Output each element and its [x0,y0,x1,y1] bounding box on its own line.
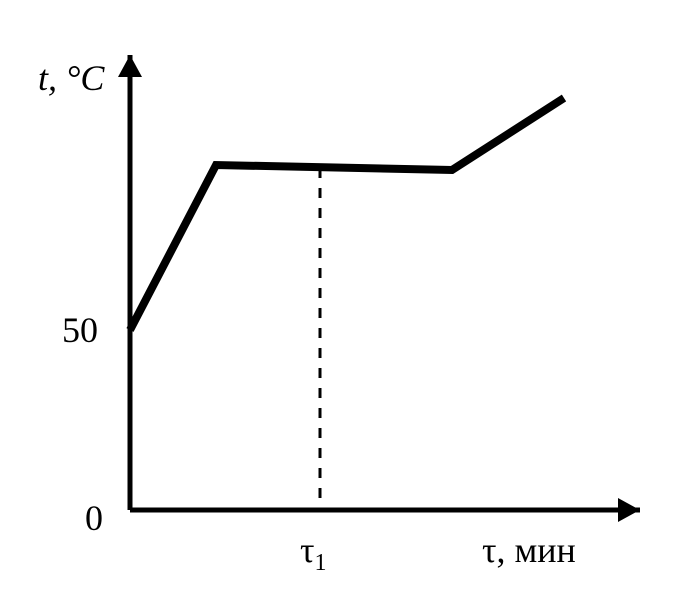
y-tick-fifty: 50 [62,310,98,350]
y-tick-zero: 0 [85,498,103,538]
x-axis-arrow [618,498,640,522]
y-axis-arrow [118,55,142,77]
x-tick-tau1: τ1 [300,530,326,576]
phase-change-chart: t, °C τ, мин 0 50 τ1 [38,55,640,576]
temperature-curve [130,98,564,330]
y-axis-label: t, °C [38,58,105,98]
x-axis-label: τ, мин [482,530,576,570]
